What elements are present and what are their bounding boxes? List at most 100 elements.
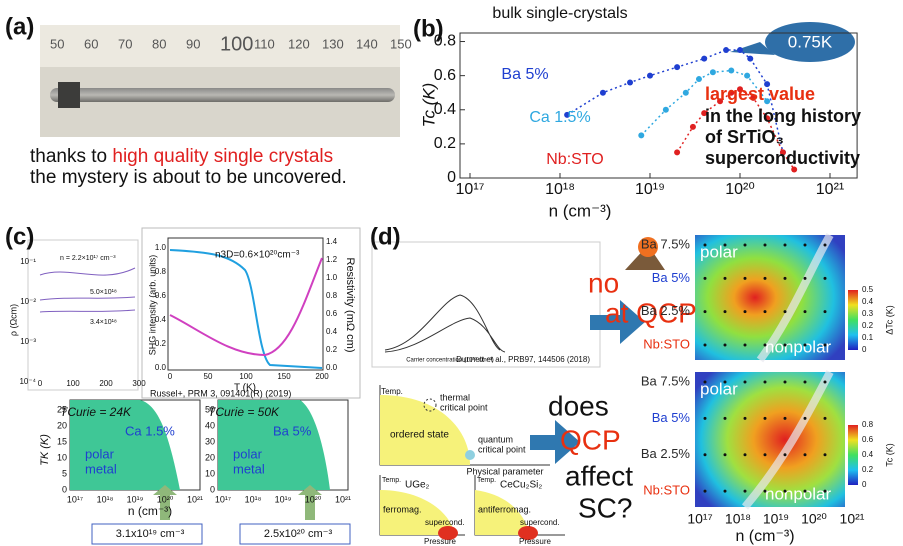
callout: 0.75K — [788, 32, 833, 51]
annotation: quantum — [478, 434, 513, 444]
dopant-label: Ca 1.5% — [125, 423, 175, 438]
sample-dot — [704, 344, 707, 347]
y2-tick-label: 0.0 — [326, 363, 338, 372]
y-axis-title: ρ (Ωcm) — [8, 304, 18, 336]
row-label: Ba 2.5% — [641, 303, 691, 318]
x-tick-label: 10¹⁷ — [687, 511, 712, 527]
series-label: Nb:STO — [546, 151, 604, 168]
ruler-number: 130 — [322, 36, 344, 51]
caption-highlight: high quality single crystals — [112, 146, 333, 167]
citation: Dunnett et al., PRB97, 144506 (2018) — [456, 355, 590, 364]
sc-label: supercond. — [520, 518, 560, 527]
data-point — [674, 64, 680, 70]
sample-dot — [804, 381, 807, 384]
order: antiferromag. — [478, 504, 531, 514]
x-tick-label: 10¹⁹ — [127, 494, 144, 504]
curve-label: 3.4×10¹⁸ — [90, 319, 117, 326]
data-point — [683, 90, 689, 96]
data-point — [663, 107, 669, 113]
chart-title: bulk single-crystals — [492, 5, 627, 22]
y-tick-label: 10⁻² — [20, 297, 36, 306]
sample-dot — [804, 490, 807, 493]
curve-label: n = 2.2×10¹⁷ cm⁻³ — [60, 255, 116, 262]
x-tick-label: 10²⁰ — [157, 494, 174, 504]
y-tick-label: 5 — [62, 468, 67, 478]
sample-dot — [824, 344, 827, 347]
y-axis-title: TK (K) — [39, 434, 51, 466]
sample-dot — [764, 453, 767, 456]
sample-dot — [764, 277, 767, 280]
colorbar-tick: 0 — [862, 480, 867, 489]
colorbar-label: Tc (K) — [884, 443, 894, 467]
sample-dot — [824, 453, 827, 456]
x-tick-label: 10¹⁸ — [97, 494, 114, 504]
y-tick-label: 0.2 — [434, 135, 456, 152]
rho-plot-frame — [28, 240, 138, 390]
sample-dot — [724, 490, 727, 493]
y-tick-label: 40 — [205, 420, 215, 430]
colorbar-tick: 0.1 — [862, 333, 874, 342]
statement: affect — [565, 460, 633, 491]
sample-dot — [704, 381, 707, 384]
y2-tick-label: 1.2 — [326, 255, 338, 264]
compound: UGe₂ — [405, 480, 430, 491]
data-point — [710, 69, 716, 75]
x-tick-label: 10¹⁹ — [763, 511, 789, 527]
sample-dot — [724, 453, 727, 456]
y2-tick-label: 1.4 — [326, 237, 338, 246]
y-axis-title: Tc (K) — [419, 83, 438, 128]
x-axis-title: n (cm⁻³) — [549, 201, 612, 220]
y2-axis-title: Resistivity (mΩ cm) — [344, 258, 356, 353]
colorbar — [848, 290, 858, 350]
note: in the long history — [705, 106, 861, 126]
colorbar-tick: 0 — [862, 345, 867, 354]
data-point — [696, 76, 702, 82]
x-tick-label: 100 — [239, 372, 253, 381]
caption: thanks to high quality single crystals — [30, 146, 333, 167]
x-tick-label: 150 — [277, 372, 291, 381]
y-tick-label: 10⁻¹ — [20, 257, 36, 266]
y-tick-label: 10⁻³ — [20, 337, 36, 346]
x-tick-label: 10¹⁷ — [67, 494, 83, 504]
statement: QCP — [560, 424, 621, 455]
y2-tick-label: 1.0 — [326, 273, 338, 282]
sample-dot — [704, 244, 707, 247]
y-tick-label: 0.2 — [155, 339, 167, 348]
panel-label: (d) — [370, 223, 401, 250]
x-tick-label: 10¹⁷ — [456, 181, 485, 198]
statement: SC? — [578, 492, 632, 523]
y-tick-label: 0.6 — [434, 67, 456, 84]
crystal-rod — [50, 88, 395, 102]
region-label: polar — [233, 446, 263, 461]
x-tick-label: 0 — [38, 379, 43, 388]
sample-dot — [744, 310, 747, 313]
data-point — [737, 47, 743, 53]
data-point — [690, 124, 696, 130]
dunnett-inset — [372, 242, 600, 367]
colorbar-tick: 0.4 — [862, 297, 874, 306]
data-point — [747, 56, 753, 62]
qcp-point — [465, 450, 475, 460]
y-axis-title: Temp. — [381, 387, 403, 396]
sample-dot — [744, 277, 747, 280]
x-tick-label: 10²¹ — [187, 494, 203, 504]
ruler-number: 100 — [220, 33, 253, 55]
y-tick-label: 20 — [57, 420, 67, 430]
colorbar-tick: 0.3 — [862, 309, 874, 318]
y-tick-label: 0 — [210, 484, 215, 494]
ruler-number: 150 — [390, 36, 412, 51]
x-tick-label: 50 — [204, 372, 213, 381]
sample-dot — [784, 310, 787, 313]
sample-dot — [824, 310, 827, 313]
y2-tick-label: 0.8 — [326, 291, 338, 300]
sample-dot — [784, 490, 787, 493]
sample-dot — [704, 453, 707, 456]
sample-dot — [704, 310, 707, 313]
x-tick-label: 10²⁰ — [305, 494, 322, 504]
slide: (a)5060708090100110120130140150thanks to… — [0, 0, 903, 546]
sample-dot — [724, 310, 727, 313]
x-tick-label: 200 — [315, 372, 329, 381]
sample-dot — [704, 417, 707, 420]
ruler-number: 90 — [186, 36, 200, 51]
colorbar-tick: 0.2 — [862, 465, 874, 474]
